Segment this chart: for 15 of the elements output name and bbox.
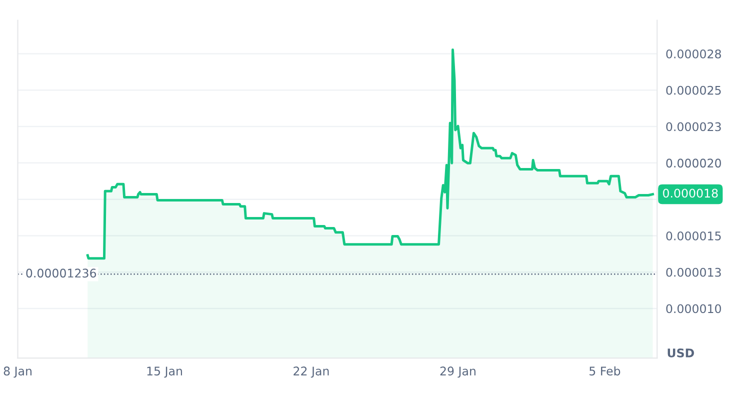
- x-tick-label: 5 Feb: [590, 366, 620, 376]
- y-tick-label: 0.000025: [666, 86, 721, 95]
- y-tick-label: 0.000028: [666, 49, 721, 58]
- y-tick-label: 0.000020: [666, 158, 721, 168]
- x-tick-label: 29 Jan: [440, 366, 476, 378]
- x-tick-label: 15 Jan: [147, 366, 182, 378]
- y-tick-label: 0.000015: [666, 231, 721, 240]
- y-axis-title: USD: [668, 348, 694, 358]
- y-tick-label: 0.000013: [666, 268, 721, 277]
- y-tick-label: 0.000023: [666, 122, 721, 132]
- y-tick-label: 0.000010: [666, 304, 721, 314]
- x-tick-label: 8 Jan: [4, 366, 32, 378]
- x-tick-label: 22 Jan: [294, 366, 329, 378]
- annotation: 0.000018: [663, 188, 718, 198]
- ref-line-label: 0.00001236: [26, 268, 96, 278]
